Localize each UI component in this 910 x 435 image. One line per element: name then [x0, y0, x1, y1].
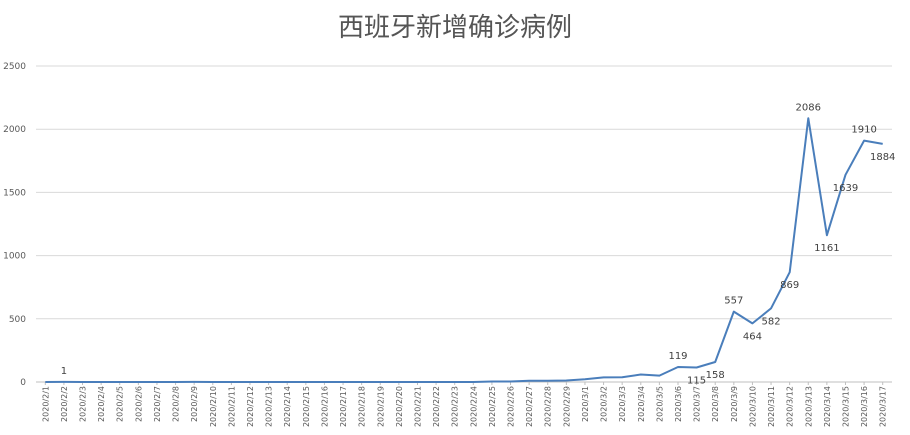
data-label: 1884	[870, 152, 895, 163]
y-tick-label: 1500	[3, 188, 26, 198]
y-axis-ticks: 0 500 1000 1500 2000 2500	[3, 62, 26, 388]
x-tick-label: 2020/2/29	[562, 386, 571, 427]
y-tick-label: 0	[20, 378, 26, 388]
x-tick-label: 2020/2/20	[395, 386, 404, 427]
data-label: 1639	[833, 183, 858, 194]
x-tick-label: 2020/2/5	[116, 386, 125, 422]
chart-title: 西班牙新增确诊病例	[338, 13, 572, 43]
x-tick-label: 2020/2/27	[525, 386, 534, 427]
data-label: 557	[724, 296, 743, 307]
x-tick-label: 2020/2/1	[41, 386, 50, 422]
x-tick-label: 2020/3/1	[581, 386, 590, 422]
data-label: 2086	[796, 102, 821, 113]
x-tick-label: 2020/3/17	[879, 386, 888, 427]
x-tick-label: 2020/2/21	[413, 386, 422, 427]
y-tick-label: 2500	[3, 62, 26, 72]
x-tick-label: 2020/2/15	[302, 386, 311, 427]
x-tick-label: 2020/3/9	[730, 386, 739, 422]
x-axis-ticks: 2020/2/1 2020/2/2 2020/2/3 2020/2/4 2020/2/5…	[41, 382, 888, 427]
x-tick-label: 2020/3/16	[860, 386, 869, 427]
data-label: 119	[668, 351, 687, 362]
x-tick-label: 2020/2/10	[209, 386, 218, 427]
x-tick-label: 2020/3/6	[674, 386, 683, 422]
x-tick-label: 2020/3/12	[786, 386, 795, 427]
data-label: 158	[706, 370, 725, 381]
data-label: 1910	[851, 125, 876, 136]
x-tick-label: 2020/3/10	[748, 386, 757, 427]
x-tick-label: 2020/3/8	[711, 386, 720, 422]
x-tick-label: 2020/2/24	[469, 386, 478, 427]
data-label: 464	[743, 331, 762, 342]
x-tick-label: 2020/2/9	[190, 386, 199, 422]
y-tick-label: 1000	[3, 252, 26, 262]
x-tick-label: 2020/2/26	[507, 386, 516, 427]
series-line	[45, 117, 883, 383]
x-tick-label: 2020/2/7	[153, 386, 162, 422]
x-tick-label: 2020/2/12	[246, 386, 255, 427]
x-tick-label: 2020/2/14	[283, 386, 292, 427]
data-labels: 1 119 115 158 557 464 582 869 2086 1161 1639 1910 18…	[61, 102, 896, 386]
data-label: 582	[761, 316, 780, 327]
y-tick-label: 500	[9, 315, 26, 325]
x-tick-label: 2020/2/16	[320, 386, 329, 427]
x-tick-label: 2020/2/22	[432, 386, 441, 427]
x-tick-label: 2020/2/2	[60, 386, 69, 422]
x-tick-label: 2020/2/18	[358, 386, 367, 427]
x-tick-label: 2020/2/3	[79, 386, 88, 422]
data-label: 1	[61, 366, 67, 377]
x-tick-label: 2020/2/17	[339, 386, 348, 427]
x-tick-label: 2020/2/13	[265, 386, 274, 427]
x-tick-label: 2020/2/6	[134, 386, 143, 422]
x-tick-label: 2020/3/2	[600, 386, 609, 422]
y-tick-label: 2000	[3, 125, 26, 135]
data-label: 869	[780, 280, 799, 291]
x-tick-label: 2020/2/23	[451, 386, 460, 427]
x-tick-label: 2020/2/25	[488, 386, 497, 427]
x-tick-label: 2020/3/4	[637, 386, 646, 422]
x-tick-label: 2020/3/13	[804, 386, 813, 427]
x-tick-label: 2020/3/3	[618, 386, 627, 422]
x-tick-label: 2020/3/11	[767, 386, 776, 427]
x-tick-label: 2020/3/14	[823, 386, 832, 427]
x-tick-label: 2020/2/4	[97, 386, 106, 422]
x-tick-label: 2020/3/15	[841, 386, 850, 427]
x-tick-label: 2020/2/11	[227, 386, 236, 427]
x-tick-label: 2020/2/8	[172, 386, 181, 422]
grid	[36, 65, 892, 383]
x-tick-label: 2020/3/5	[655, 386, 664, 422]
data-label: 115	[687, 375, 706, 386]
data-label: 1161	[814, 243, 839, 254]
x-tick-label: 2020/3/7	[693, 386, 702, 422]
x-tick-label: 2020/2/19	[376, 386, 385, 427]
x-tick-label: 2020/2/28	[544, 386, 553, 427]
